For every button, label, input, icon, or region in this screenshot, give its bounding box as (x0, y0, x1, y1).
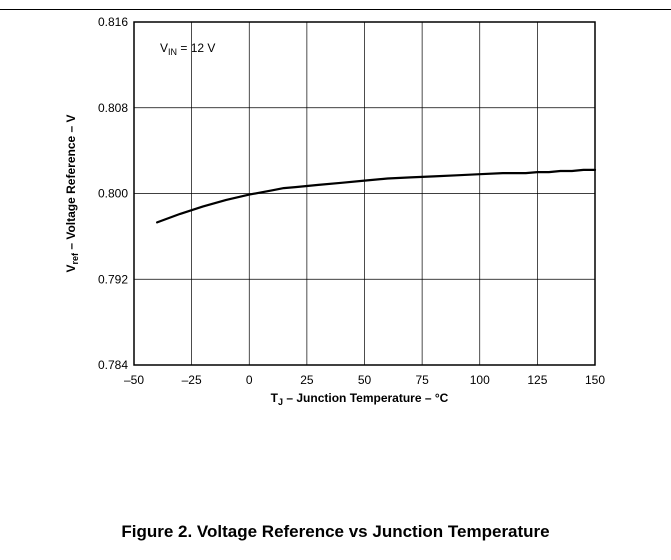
x-tick-label: 100 (470, 373, 490, 387)
y-tick-label: 0.808 (98, 101, 128, 115)
top-rule (0, 9, 671, 10)
x-tick-label: 150 (585, 373, 605, 387)
grid (134, 22, 595, 365)
x-axis-title-main: T (271, 391, 279, 405)
y-tick-label: 0.800 (98, 187, 128, 201)
x-tick-label: –50 (124, 373, 144, 387)
y-axis-title-sub: ref (70, 252, 80, 265)
y-tick-label: 0.784 (98, 358, 128, 372)
voltage-reference-chart: –50 –25 0 25 50 75 100 125 150 0.7840.7920.8000.… (64, 15, 605, 407)
y-tick-label: 0.792 (98, 272, 128, 286)
x-tick-label: 25 (300, 373, 314, 387)
vin-annotation-main: V (160, 41, 168, 55)
x-axis-title: TJ – Junction Temperature – °C (271, 391, 449, 407)
x-tick-label: 50 (358, 373, 372, 387)
figure-caption: Figure 2. Voltage Reference vs Junction … (121, 522, 550, 541)
vin-annotation-sub: IN (168, 47, 177, 57)
y-axis-title: Vref – Voltage Reference – V (64, 114, 80, 272)
x-tick-labels: –50 –25 0 25 50 75 100 125 150 (124, 373, 605, 387)
vin-annotation-rest: = 12 V (177, 41, 215, 55)
x-tick-label: 75 (415, 373, 429, 387)
y-tick-labels: 0.784 0.792 0.800 0.808 0.816 (98, 15, 128, 372)
x-tick-label: 125 (527, 373, 547, 387)
x-tick-label: 0 (246, 373, 253, 387)
x-tick-label: –25 (182, 373, 202, 387)
series-layer (156, 168, 597, 224)
x-axis-title-rest: – Junction Temperature – °C (283, 391, 449, 405)
y-axis-title-rest: – Voltage Reference – V (64, 114, 78, 253)
y-tick-label: 0.816 (98, 15, 128, 29)
y-axis-title-main: V (64, 265, 78, 273)
x-axis-title-sub: J (278, 397, 283, 407)
plot-frame (133, 21, 596, 366)
vin-annotation: VIN = 12 V (160, 41, 215, 57)
series-line (156, 168, 597, 224)
